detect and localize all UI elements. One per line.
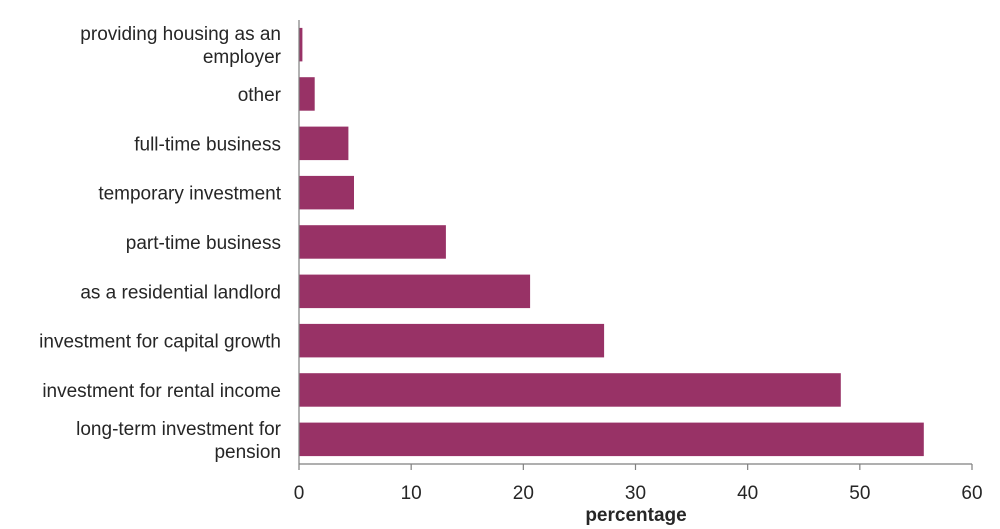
category-labels-group: providing housing as an employer other full… bbox=[39, 24, 282, 463]
category-label-0: providing housing as an employer bbox=[80, 24, 281, 68]
x-axis-title: percentage bbox=[585, 505, 686, 526]
category-label-4: part-time business bbox=[126, 233, 281, 254]
bars-group bbox=[299, 27, 924, 457]
bar-4 bbox=[299, 225, 446, 259]
bar-7 bbox=[299, 373, 841, 407]
category-label-6: investment for capital growth bbox=[39, 332, 281, 353]
bar-1 bbox=[299, 77, 315, 111]
x-tick-label-6: 60 bbox=[961, 483, 982, 504]
bar-6 bbox=[299, 323, 605, 358]
bar-3 bbox=[299, 175, 354, 210]
bar-5 bbox=[299, 274, 531, 309]
x-tick-label-5: 50 bbox=[849, 483, 870, 504]
category-label-7: investment for rental income bbox=[42, 381, 281, 402]
category-label-8: long-term investment for pension bbox=[76, 419, 282, 463]
category-label-3: temporary investment bbox=[98, 184, 281, 205]
x-tick-label-3: 30 bbox=[625, 483, 646, 504]
x-tick-label-0: 0 bbox=[294, 483, 305, 504]
bar-8 bbox=[299, 422, 924, 457]
bar-0 bbox=[299, 27, 303, 62]
x-ticks-group: 0 10 20 30 40 50 60 bbox=[294, 464, 983, 504]
x-tick-label-4: 40 bbox=[737, 483, 758, 504]
category-label-1: other bbox=[238, 85, 282, 106]
category-label-5: as a residential landlord bbox=[80, 282, 281, 303]
x-tick-label-2: 20 bbox=[513, 483, 534, 504]
bar-2 bbox=[299, 126, 349, 161]
category-label-2: full-time business bbox=[134, 134, 281, 155]
x-tick-label-1: 10 bbox=[401, 483, 422, 504]
